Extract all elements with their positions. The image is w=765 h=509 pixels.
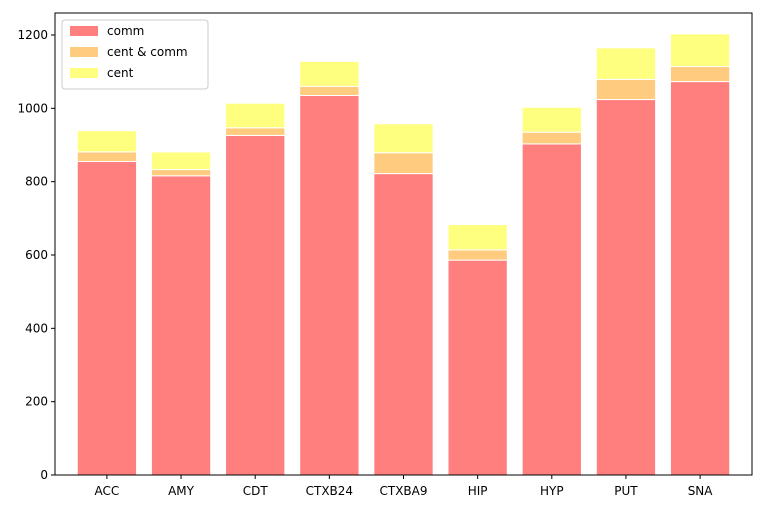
legend: comm cent & comm cent	[61, 19, 209, 90]
y-tick-label: 800	[25, 175, 48, 189]
bar-hip-series-0	[447, 259, 508, 476]
bar-hyp-series-2	[521, 106, 582, 133]
bar-hip-series-1	[447, 249, 508, 261]
y-tick-label: 600	[25, 248, 48, 262]
bar-cdt-series-0	[225, 134, 286, 476]
bar-ctxb24-series-2	[299, 60, 360, 87]
bar-put-series-0	[595, 99, 657, 476]
x-tick-label: SNA	[688, 484, 714, 498]
bar-ctxb24-series-1	[299, 85, 360, 97]
bar-amy-series-1	[150, 169, 212, 177]
bar-hyp-series-1	[521, 131, 582, 145]
bar-amy-series-0	[150, 175, 212, 476]
y-tick-label: 400	[25, 321, 48, 335]
bar-ctxba9-series-0	[373, 173, 434, 476]
bar-acc-series-2	[76, 130, 138, 153]
bar-ctxb24-series-0	[299, 95, 360, 476]
y-tick-label: 200	[25, 395, 48, 409]
bar-ctxba9-series-1	[373, 152, 434, 175]
bar-acc-series-0	[76, 161, 138, 476]
bar-put-series-1	[595, 78, 657, 101]
legend-swatch	[70, 47, 98, 57]
legend-box	[61, 19, 209, 90]
legend-label: comm	[107, 24, 144, 38]
y-tick-label: 0	[40, 468, 48, 482]
bar-sna-series-1	[669, 66, 731, 83]
x-tick-label: CDT	[243, 484, 269, 498]
x-tick-label: CTXBA9	[379, 484, 427, 498]
bar-sna-series-0	[669, 81, 731, 476]
legend-label: cent	[107, 66, 134, 80]
bar-cdt-series-1	[225, 127, 286, 136]
x-tick-label: PUT	[614, 484, 638, 498]
bar-amy-series-2	[150, 151, 212, 171]
bar-acc-series-1	[76, 151, 138, 162]
legend-label: cent & comm	[107, 45, 188, 59]
x-tick-label: CTXB24	[306, 484, 353, 498]
axes-layer: 0 200 400 600 800 1000 1200 ACC AMY CDT CTXB24 CTXB…	[17, 12, 753, 498]
bar-hip-series-2	[447, 224, 508, 251]
legend-swatch	[70, 26, 98, 36]
bar-sna-series-2	[669, 33, 731, 68]
bar-cdt-series-2	[225, 102, 286, 129]
bar-put-series-2	[595, 47, 657, 80]
y-tick-label: 1200	[17, 28, 48, 42]
bar-ctxba9-series-2	[373, 123, 434, 154]
x-tick-label: ACC	[95, 484, 120, 498]
x-tick-label: HYP	[540, 484, 564, 498]
bar-hyp-series-0	[521, 143, 582, 476]
x-tick-label: HIP	[468, 484, 488, 498]
legend-swatch	[70, 68, 98, 78]
y-tick-label: 1000	[17, 101, 48, 115]
x-tick-label: AMY	[168, 484, 195, 498]
bar-layer	[76, 33, 731, 476]
